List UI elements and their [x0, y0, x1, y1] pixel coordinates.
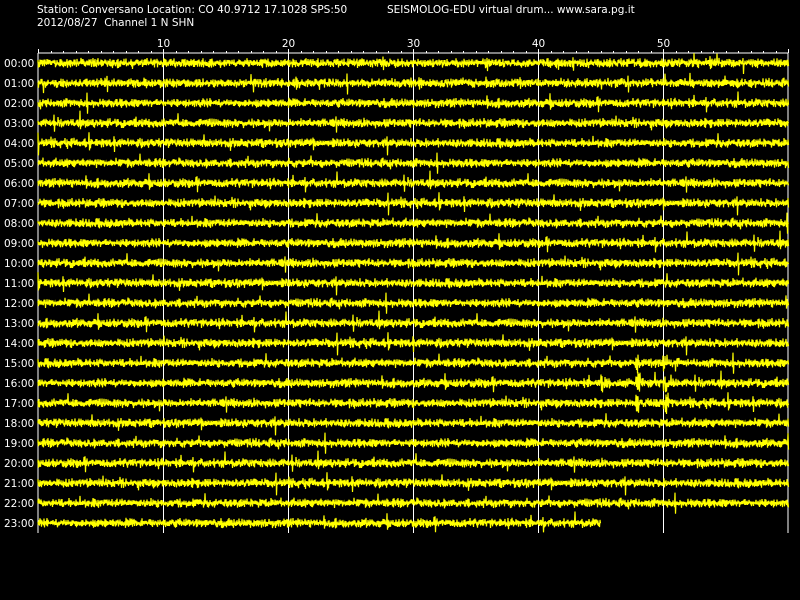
- trace-0200: [37, 91, 790, 114]
- hour-label-0100: 01:00: [4, 78, 34, 90]
- hour-label-1000: 10:00: [4, 258, 34, 270]
- hour-label-0500: 05:00: [4, 158, 34, 170]
- trace-0800: [37, 212, 790, 234]
- trace-1600: [37, 370, 790, 393]
- hour-label-1600: 16:00: [4, 378, 34, 390]
- trace-0000: [37, 53, 790, 75]
- tick-label-30: 30: [407, 38, 420, 50]
- trace-2000: [37, 450, 790, 473]
- hour-label-0200: 02:00: [4, 98, 34, 110]
- trace-0500: [37, 152, 790, 174]
- trace-0900: [37, 230, 790, 253]
- hour-label-0400: 04:00: [4, 138, 34, 150]
- hour-label-1900: 19:00: [4, 438, 34, 450]
- trace-2100: [37, 472, 790, 496]
- hour-label-0300: 03:00: [4, 118, 34, 130]
- trace-0100: [37, 72, 790, 95]
- hour-label-2100: 21:00: [4, 478, 34, 490]
- hour-label-0000: 00:00: [4, 58, 34, 70]
- hour-labels: 00:00 01:00 02:00 03:00 04:00 05:00 06:00 07:00…: [4, 58, 34, 530]
- hour-label-0800: 08:00: [4, 218, 34, 230]
- trace-1300: [37, 310, 790, 333]
- program-title: SEISMOLOG-EDU virtual drum... www.sara.p…: [387, 4, 635, 16]
- hour-label-2300: 23:00: [4, 518, 34, 530]
- tick-label-10: 10: [157, 38, 170, 50]
- trace-1100: [37, 272, 790, 296]
- station-info: Station: Conversano Location: CO 40.9712…: [37, 4, 348, 16]
- hour-label-1700: 17:00: [4, 398, 34, 410]
- trace-0400: [37, 132, 790, 156]
- trace-1800: [37, 413, 790, 436]
- hour-label-1500: 15:00: [4, 358, 34, 370]
- tick-label-50: 50: [657, 38, 670, 50]
- hour-label-2000: 20:00: [4, 458, 34, 470]
- hour-label-0700: 07:00: [4, 198, 34, 210]
- trace-0700: [37, 192, 790, 216]
- trace-1200: [37, 292, 790, 314]
- trace-1500: [37, 352, 790, 374]
- trace-1400: [37, 332, 790, 356]
- hour-label-1300: 13:00: [4, 318, 34, 330]
- tick-label-20: 20: [282, 38, 295, 50]
- hour-label-1100: 11:00: [4, 278, 34, 290]
- hour-label-1400: 14:00: [4, 338, 34, 350]
- hour-label-0600: 06:00: [4, 178, 34, 190]
- hour-label-1800: 18:00: [4, 418, 34, 430]
- hour-label-0900: 09:00: [4, 238, 34, 250]
- trace-0600: [37, 170, 790, 193]
- seismic-traces: [37, 53, 790, 533]
- trace-0300: [37, 110, 790, 133]
- minute-axis: 10 20 30 40 50: [38, 38, 789, 54]
- trace-2200: [37, 492, 790, 514]
- tick-label-40: 40: [532, 38, 545, 50]
- trace-1900: [37, 432, 790, 454]
- trace-2300: [37, 511, 602, 533]
- date-channel-info: 2012/08/27 Channel 1 N SHN: [37, 17, 195, 29]
- hour-label-2200: 22:00: [4, 498, 34, 510]
- trace-1700: [37, 392, 790, 415]
- trace-1000: [37, 252, 790, 276]
- hour-label-1200: 12:00: [4, 298, 34, 310]
